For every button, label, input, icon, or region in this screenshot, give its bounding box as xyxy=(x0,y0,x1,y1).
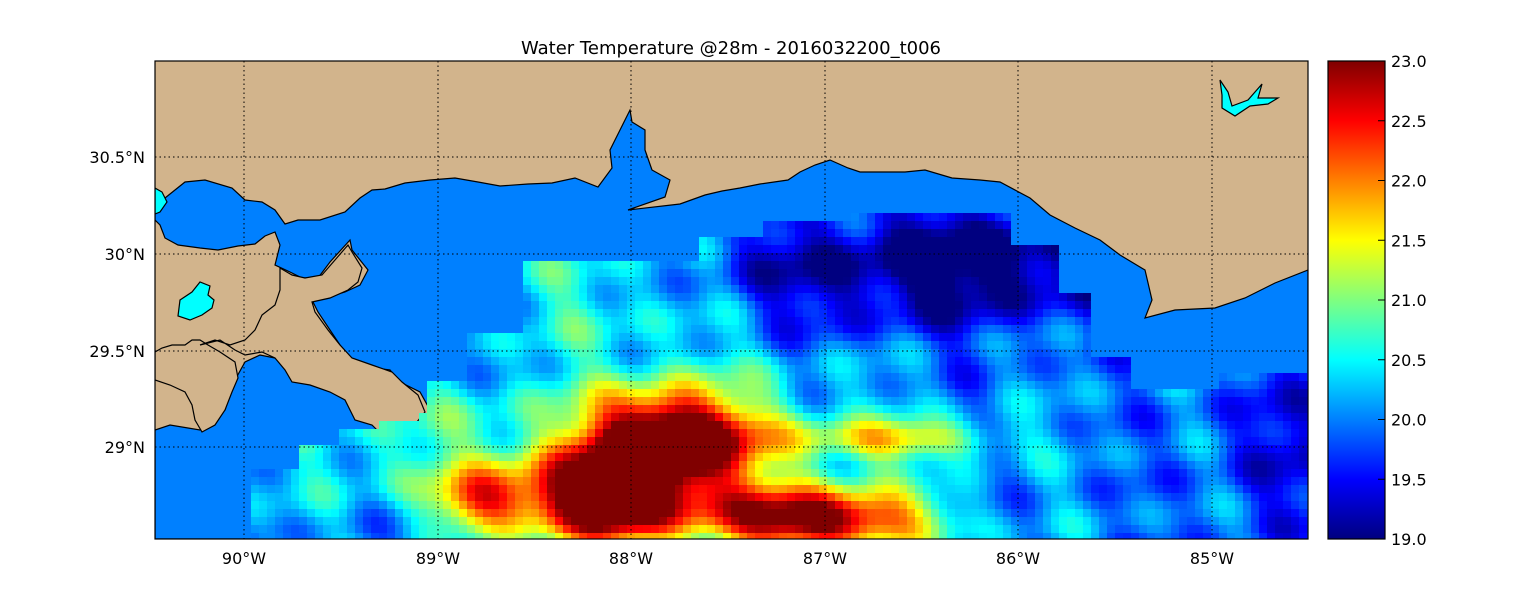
y-tick-label: 29°N xyxy=(105,438,145,457)
chart-title: Water Temperature @28m - 2016032200_t006 xyxy=(521,38,941,59)
colorbar-tick-label: 21.0 xyxy=(1391,291,1427,310)
lake-choctawhatchee xyxy=(1219,79,1281,117)
map-frame xyxy=(154,60,1309,540)
x-tick-label: 86°W xyxy=(996,549,1040,568)
y-tick-label: 30°N xyxy=(105,245,145,264)
colorbar-tick-label: 20.5 xyxy=(1391,351,1427,370)
colorbar-tick-label: 19.0 xyxy=(1391,530,1427,549)
x-tick-label: 85°W xyxy=(1190,549,1234,568)
lake-pontchartrain xyxy=(177,281,215,321)
x-tick-label: 89°W xyxy=(416,549,460,568)
x-axis-labels: 90°W 89°W 88°W 87°W 86°W 85°W xyxy=(222,549,1234,568)
colorbar-tick-label: 21.5 xyxy=(1391,231,1427,250)
land-delta xyxy=(199,243,426,441)
x-tick-label: 88°W xyxy=(609,549,653,568)
x-tick-label: 90°W xyxy=(222,549,266,568)
y-tick-label: 30.5°N xyxy=(89,148,145,167)
map-area xyxy=(155,61,1308,539)
colorbar-tick-label: 22.5 xyxy=(1391,112,1427,131)
colorbar: 23.0 22.5 22.0 21.5 21.0 20.5 20.0 19.5 19.0 xyxy=(1327,52,1427,549)
graticule xyxy=(155,61,1308,539)
colorbar-tick-label: 23.0 xyxy=(1391,52,1427,71)
land-peninsula xyxy=(155,339,239,433)
x-tick-label: 87°W xyxy=(803,549,847,568)
y-axis-labels: 30.5°N 30°N 29.5°N 29°N xyxy=(89,148,145,457)
colorbar-ticks: 23.0 22.5 22.0 21.5 21.0 20.5 20.0 19.5 19.0 xyxy=(1378,52,1427,549)
colorbar-gradient xyxy=(1327,60,1386,540)
y-tick-label: 29.5°N xyxy=(89,342,145,361)
colorbar-tick-label: 20.0 xyxy=(1391,411,1427,430)
colorbar-tick-label: 19.5 xyxy=(1391,470,1427,489)
colorbar-tick-label: 22.0 xyxy=(1391,172,1427,191)
lake-west-edge xyxy=(155,187,168,215)
temperature-field xyxy=(251,213,1308,539)
